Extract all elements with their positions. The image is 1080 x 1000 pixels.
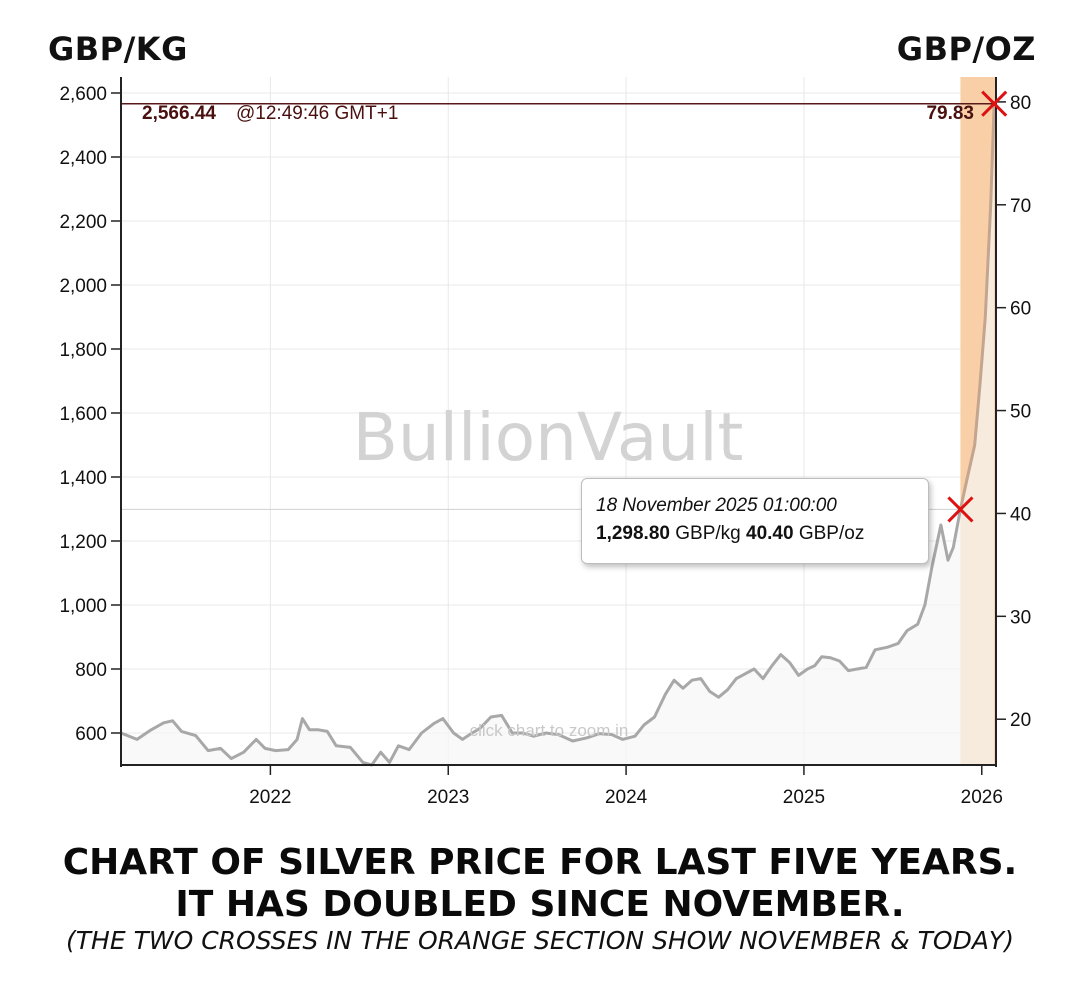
zoom-hint-text[interactable]: click chart to zoom in — [470, 721, 629, 740]
tooltip-date: 18 November 2025 01:00:00 — [596, 495, 837, 516]
y-left-tick-label: 1,200 — [59, 532, 107, 553]
caption-line-1: CHART OF SILVER PRICE FOR LAST FIVE YEAR… — [62, 842, 1018, 883]
cross-stroke — [947, 496, 974, 523]
tooltip-oz-value: 40.40 — [746, 523, 794, 544]
plot-background — [121, 77, 996, 765]
x-tick-label: 2026 — [961, 787, 1003, 808]
november-cross-marker — [947, 496, 974, 523]
y-left-tick-label: 1,000 — [59, 596, 107, 617]
price-area-fill — [121, 103, 995, 765]
tooltip-values: 1,298.80 GBP/kg 40.40 GBP/oz — [596, 523, 864, 545]
x-tick-label: 2022 — [249, 787, 291, 808]
price-line-recent — [958, 103, 996, 510]
today-cross-marker — [981, 90, 1008, 117]
x-tick-label: 2024 — [605, 787, 648, 808]
y-left-tick-label: 1,400 — [59, 468, 107, 489]
price-markers — [947, 90, 1008, 523]
right-axis-unit-label: GBP/OZ — [896, 30, 1036, 68]
left-axis-unit-label: GBP/KG — [48, 30, 188, 68]
bullionvault-watermark: BullionVault — [353, 399, 744, 476]
y-left-tick-label: 2,600 — [59, 84, 107, 105]
y-right-tick-label: 50 — [1010, 402, 1031, 423]
price-area — [121, 103, 995, 765]
cross-stroke — [981, 90, 1008, 117]
tooltip-oz-unit: GBP/oz — [798, 523, 865, 544]
caption-line-3: (THE TWO CROSSES IN THE ORANGE SECTION S… — [66, 926, 1014, 955]
y-left-tick-label: 800 — [75, 660, 107, 681]
y-left-tick-label: 2,000 — [59, 276, 107, 297]
chart-axes: 600 800 1,000 1,200 1,400 1,600 1,800 2,000 2,20… — [59, 77, 1031, 808]
y-left-tick-label: 1,800 — [59, 340, 107, 361]
caption-line-2: IT HAS DOUBLED SINCE NOVEMBER. — [175, 884, 905, 925]
y-right-tick-label: 20 — [1010, 710, 1031, 731]
y-right-tick-label: 70 — [1010, 196, 1031, 217]
y-right-tick-label: 40 — [1010, 504, 1031, 525]
y-left-tick-label: 600 — [75, 724, 107, 745]
x-tick-label: 2025 — [783, 787, 825, 808]
y-left-tick-label: 1,600 — [59, 404, 107, 425]
tooltip-kg-unit: GBP/kg — [675, 523, 741, 544]
y-left-tick-label: 2,400 — [59, 148, 107, 169]
current-price-time: @12:49:46 GMT+1 — [236, 103, 398, 124]
price-tooltip: 18 November 2025 01:00:00 1,298.80 GBP/k… — [581, 478, 929, 564]
y-right-tick-label: 60 — [1010, 299, 1031, 320]
y-left-tick-label: 2,200 — [59, 212, 107, 233]
price-line-history — [120, 509, 962, 767]
price-line — [120, 103, 996, 767]
x-tick-label: 2023 — [427, 787, 469, 808]
current-price-oz: 79.83 — [926, 103, 974, 124]
silver-price-chart[interactable]: BullionVault click chart to zoom in 2,56… — [0, 0, 1080, 830]
tooltip-kg-value: 1,298.80 — [596, 523, 670, 544]
current-price-kg: 2,566.44 — [142, 103, 216, 124]
y-right-tick-label: 30 — [1010, 607, 1031, 628]
y-right-tick-label: 80 — [1010, 93, 1031, 114]
